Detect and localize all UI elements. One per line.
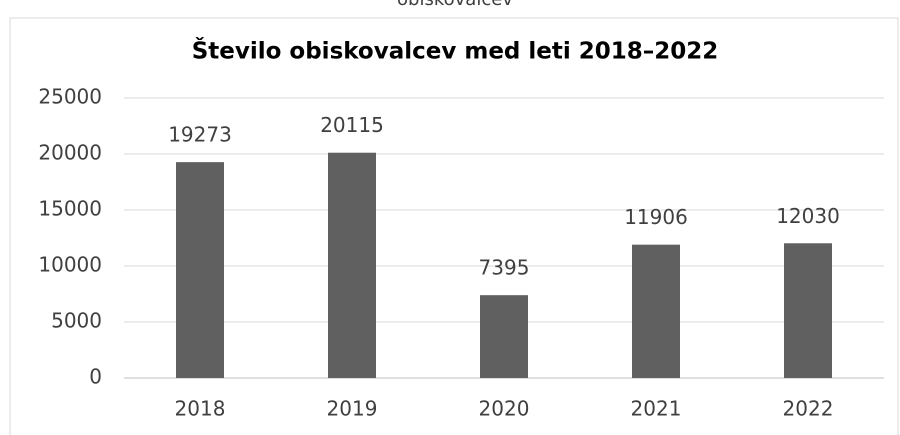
chart-title: Število obiskovalcev med leti 2018–2022 bbox=[192, 37, 719, 65]
x-tick-label: 2018 bbox=[175, 397, 226, 421]
data-label: 20115 bbox=[320, 113, 384, 137]
data-label: 7395 bbox=[479, 256, 530, 280]
x-tick-label: 2022 bbox=[783, 397, 834, 421]
data-label: 12030 bbox=[776, 204, 840, 228]
data-label: 11906 bbox=[624, 205, 688, 229]
annotation: obiskovalcev bbox=[397, 0, 513, 10]
bar bbox=[328, 152, 376, 378]
y-tick-label: 10000 bbox=[38, 253, 102, 277]
x-tick-label: 2021 bbox=[631, 397, 682, 421]
bar bbox=[176, 162, 224, 378]
y-tick-label: 5000 bbox=[51, 309, 102, 333]
x-tick-label: 2020 bbox=[479, 397, 530, 421]
bar bbox=[480, 295, 528, 378]
y-tick-label: 20000 bbox=[38, 141, 102, 165]
y-tick-label: 15000 bbox=[38, 197, 102, 221]
y-tick-label: 25000 bbox=[38, 85, 102, 109]
bar bbox=[784, 243, 832, 378]
data-label: 19273 bbox=[168, 123, 232, 147]
chart-frame bbox=[9, 17, 899, 435]
bar bbox=[632, 244, 680, 378]
y-tick-label: 0 bbox=[89, 365, 102, 389]
x-tick-label: 2019 bbox=[327, 397, 378, 421]
